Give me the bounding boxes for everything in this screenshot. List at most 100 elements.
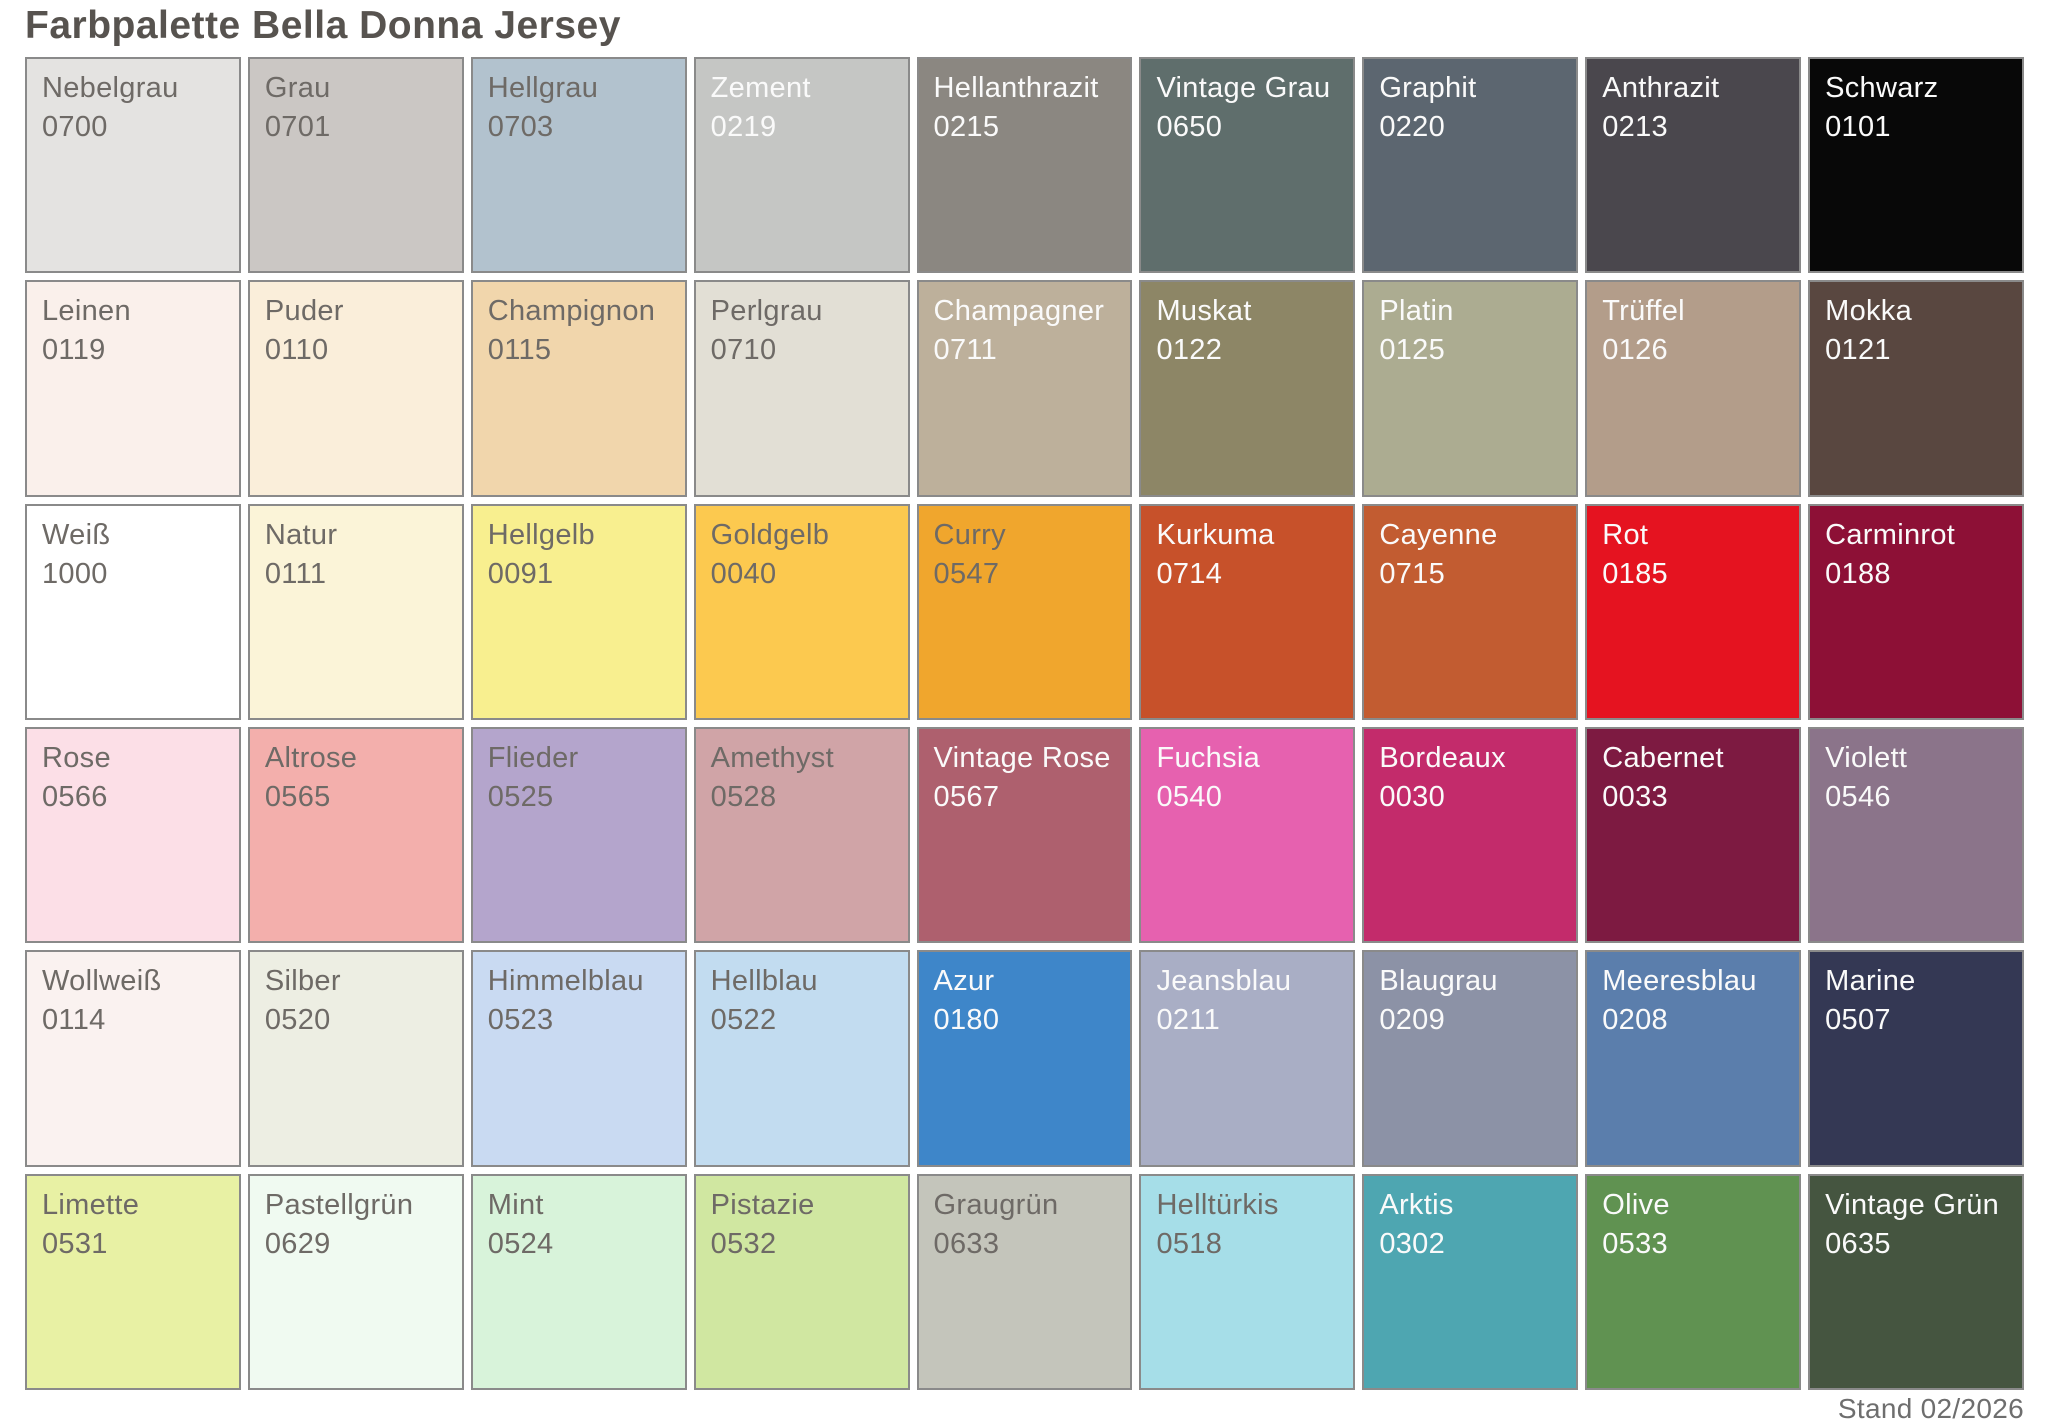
swatch-code: 0030	[1379, 781, 1446, 814]
swatch-0650: Vintage Grau 0650	[1139, 57, 1356, 274]
swatch-code: 0115	[487, 334, 552, 367]
swatch-name: Puder	[264, 295, 344, 328]
swatch-0215: Hellanthrazit 0215	[916, 57, 1133, 274]
swatch-name: Zement	[710, 72, 811, 104]
swatch-0188: Carminrot 0188	[1808, 503, 2024, 720]
swatch-name: Weiß	[42, 518, 111, 551]
swatch-code: 0635	[1825, 1227, 1891, 1260]
swatch-0700: Nebelgrau 0700	[25, 57, 241, 274]
swatch-code: 0188	[1825, 557, 1891, 590]
swatch-name: Muskat	[1156, 295, 1252, 328]
swatch-0567: Vintage Rose 0567	[916, 726, 1133, 944]
swatch-1000: Weiß 1000	[25, 503, 241, 720]
swatch-code: 0710	[710, 334, 777, 367]
swatch-code: 0520	[264, 1004, 331, 1037]
swatch-code: 0211	[1156, 1004, 1220, 1037]
swatch-name: Silber	[264, 965, 341, 998]
swatch-name: Hellblau	[710, 965, 818, 998]
swatch-code: 0219	[710, 111, 777, 144]
swatch-0220: Graphit 0220	[1362, 57, 1579, 274]
swatch-0114: Wollweiß 0114	[25, 950, 241, 1167]
swatch-code: 0119	[42, 334, 106, 367]
swatch-code: 1000	[42, 557, 108, 590]
swatch-name: Helltürkis	[1156, 1188, 1279, 1221]
swatch-name: Graphit	[1379, 72, 1477, 104]
swatch-0629: Pastellgrün 0629	[247, 1173, 464, 1390]
swatch-code: 0711	[933, 334, 998, 367]
swatch-code: 0110	[264, 334, 329, 367]
swatch-name: Trüffel	[1602, 295, 1685, 328]
swatch-name: Rose	[42, 741, 111, 774]
swatch-0703: Hellgrau 0703	[470, 57, 687, 274]
swatch-code: 0111	[264, 557, 327, 590]
swatch-name: Himmelblau	[487, 965, 644, 998]
swatch-name: Wollweiß	[42, 965, 162, 998]
swatch-name: Vintage Grau	[1156, 72, 1331, 104]
swatch-0119: Leinen 0119	[25, 280, 241, 497]
swatch-code: 0185	[1602, 557, 1668, 590]
swatch-code: 0523	[487, 1004, 554, 1037]
swatch-0635: Vintage Grün 0635	[1808, 1173, 2024, 1390]
swatch-code: 0547	[933, 557, 1000, 590]
swatch-code: 0522	[710, 1004, 777, 1037]
swatch-name: Goldgelb	[710, 518, 830, 551]
swatch-name: Arktis	[1379, 1188, 1454, 1221]
swatch-name: Cayenne	[1379, 518, 1498, 551]
swatch-code: 0533	[1602, 1227, 1668, 1260]
swatch-code: 0715	[1379, 557, 1446, 590]
swatch-0125: Platin 0125	[1362, 280, 1579, 497]
swatch-name: Mint	[487, 1188, 544, 1221]
swatch-code: 0125	[1379, 334, 1446, 367]
swatch-code: 0122	[1156, 334, 1223, 367]
swatch-name: Cabernet	[1602, 741, 1724, 774]
swatch-0566: Rose 0566	[25, 726, 241, 944]
swatch-0115: Champignon 0115	[470, 280, 687, 497]
swatch-code: 0518	[1156, 1227, 1223, 1260]
swatch-name: Pastellgrün	[264, 1188, 414, 1221]
swatch-0208: Meeresblau 0208	[1585, 950, 1802, 1167]
swatch-name: Hellgrau	[487, 72, 599, 104]
swatch-name: Blaugrau	[1379, 965, 1498, 998]
swatch-0211: Jeansblau 0211	[1139, 950, 1356, 1167]
page-title: Farbpalette Bella Donna Jersey	[25, 4, 621, 47]
swatch-code: 0302	[1379, 1227, 1446, 1260]
swatch-name: Fuchsia	[1156, 741, 1261, 774]
swatch-name: Graugrün	[933, 1188, 1059, 1221]
swatch-name: Hellgelb	[487, 518, 595, 551]
swatch-0522: Hellblau 0522	[693, 950, 910, 1167]
swatch-0715: Cayenne 0715	[1362, 503, 1579, 720]
palette-grid: Nebelgrau 0700 Grau 0701 Hellgrau 0703 Zement 0…	[25, 57, 2024, 1390]
swatch-0122: Muskat 0122	[1139, 280, 1356, 497]
swatch-code: 0101	[1825, 111, 1891, 144]
swatch-name: Grau	[264, 72, 331, 104]
swatch-0531: Limette 0531	[25, 1173, 241, 1390]
swatch-name: Curry	[933, 518, 1006, 551]
swatch-code: 0650	[1156, 111, 1223, 144]
swatch-0219: Zement 0219	[693, 57, 910, 274]
swatch-code: 0180	[933, 1004, 1000, 1037]
swatch-name: Carminrot	[1825, 518, 1956, 551]
swatch-0540: Fuchsia 0540	[1139, 726, 1356, 944]
swatch-code: 0528	[710, 781, 777, 814]
swatch-0507: Marine 0507	[1808, 950, 2024, 1167]
swatch-0126: Trüffel 0126	[1585, 280, 1802, 497]
swatch-name: Hellanthrazit	[933, 72, 1099, 104]
swatch-name: Leinen	[42, 295, 131, 328]
swatch-name: Rot	[1602, 518, 1649, 551]
swatch-code: 0033	[1602, 781, 1668, 814]
swatch-0565: Altrose 0565	[247, 726, 464, 944]
swatch-0209: Blaugrau 0209	[1362, 950, 1579, 1167]
version-date-label: Stand 02/2026	[1837, 1393, 2024, 1424]
swatch-code: 0208	[1602, 1004, 1668, 1037]
swatch-name: Meeresblau	[1602, 965, 1757, 998]
swatch-0091: Hellgelb 0091	[470, 503, 687, 720]
swatch-code: 0215	[933, 111, 1000, 144]
swatch-code: 0209	[1379, 1004, 1446, 1037]
swatch-0532: Pistazie 0532	[693, 1173, 910, 1390]
swatch-0110: Puder 0110	[247, 280, 464, 497]
swatch-0213: Anthrazit 0213	[1585, 57, 1802, 274]
swatch-code: 0701	[264, 111, 331, 144]
swatch-name: Champagner	[933, 295, 1105, 328]
swatch-code: 0633	[933, 1227, 1000, 1260]
